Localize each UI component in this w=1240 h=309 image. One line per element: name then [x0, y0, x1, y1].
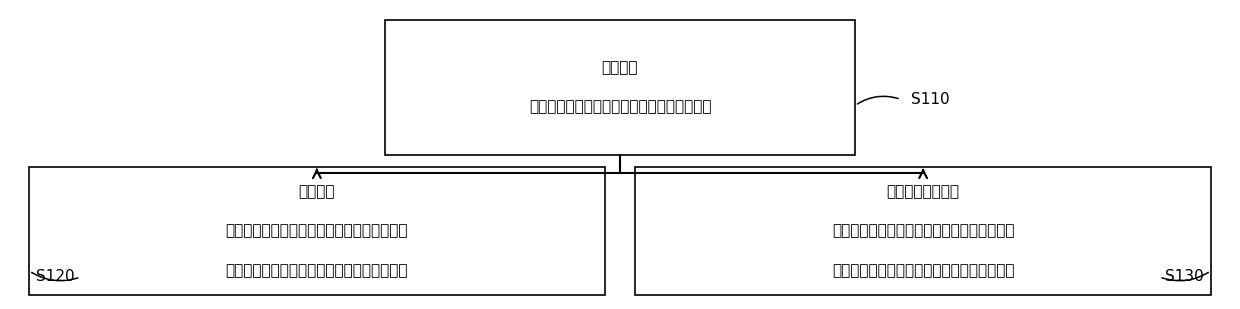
- Bar: [384, 20, 856, 154]
- Bar: [635, 167, 1210, 295]
- Text: S120: S120: [36, 269, 74, 285]
- Text: 模块高压: 模块高压: [601, 60, 639, 75]
- Text: 获取室外环境温度、内机的出风温度和外机的: 获取室外环境温度、内机的出风温度和外机的: [528, 99, 712, 115]
- Bar: [30, 167, 605, 295]
- Text: 当外机的模块高压位于预设的高压目标范围内: 当外机的模块高压位于预设的高压目标范围内: [226, 263, 408, 278]
- Text: S110: S110: [910, 92, 950, 107]
- Text: 内时，根据外机的模块高压和预设的高压目标: 内时，根据外机的模块高压和预设的高压目标: [832, 223, 1014, 239]
- Text: 检测结果: 检测结果: [299, 184, 335, 199]
- Text: 当外机的模块高压未位于预设的高压目标范围: 当外机的模块高压未位于预设的高压目标范围: [832, 263, 1014, 278]
- Text: S130: S130: [1166, 269, 1204, 285]
- Text: 范围得到检测结果: 范围得到检测结果: [887, 184, 960, 199]
- Text: 时，根据室外环境温度和内机的出风温度得到: 时，根据室外环境温度和内机的出风温度得到: [226, 223, 408, 239]
